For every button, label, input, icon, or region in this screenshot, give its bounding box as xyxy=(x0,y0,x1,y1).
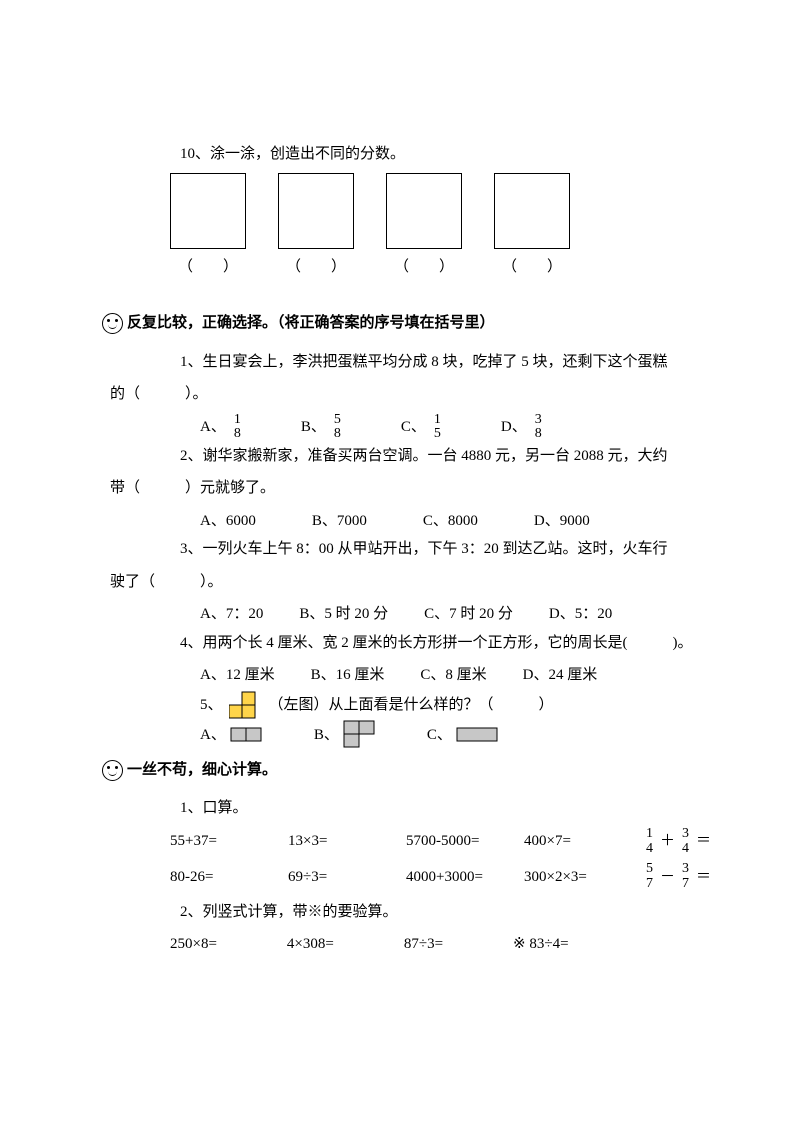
q10-blank-1: （ ） xyxy=(170,253,246,282)
a-q4-opt-a: A、12 厘米 xyxy=(200,661,275,690)
a-q5-options: A、 B、 C、 xyxy=(200,720,703,750)
eq: ＝ xyxy=(696,863,711,892)
opt-label: D、 xyxy=(501,413,527,442)
eq: ＝ xyxy=(696,827,711,856)
a-q4-opt-d: D、24 厘米 xyxy=(523,661,598,690)
a-q5-opt-a: A、 xyxy=(200,721,264,750)
a-q3-opt-b: B、5 时 20 分 xyxy=(299,600,388,629)
calc-item: 80-26= xyxy=(170,863,248,892)
opt-label: A、 xyxy=(200,413,226,442)
a-q2-options: A、6000 B、7000 C、8000 D、9000 xyxy=(200,507,703,536)
q10-blank-2: （ ） xyxy=(278,253,354,282)
section-b-heading: 一丝不苟，细心计算。 xyxy=(102,756,703,785)
q10-boxes xyxy=(170,173,703,249)
fraction: 58 xyxy=(332,413,343,442)
a-q5-row: 5、 （左图）从上面看是什么样的？（ ） xyxy=(200,690,703,720)
opt-label: A、 xyxy=(200,721,226,750)
fraction: 38 xyxy=(533,413,544,442)
a-q3-opt-c: C、7 时 20 分 xyxy=(424,600,513,629)
b-calc-row2: 80-26= 69÷3= 4000+3000= 300×2×3= 57 － 37… xyxy=(170,862,703,891)
vc-item: 250×8= xyxy=(170,930,217,959)
a-q1-opt-d: D、 38 xyxy=(501,413,546,442)
b-t1: 1、口算。 xyxy=(180,794,703,823)
b-vc-row: 250×8= 4×308= 87÷3= ※ 83÷4= xyxy=(170,930,703,959)
a-q3-line2: 驶了（ ）。 xyxy=(110,568,703,597)
fraction: 14 xyxy=(644,827,655,856)
a-q5-num: 5、 xyxy=(200,691,223,720)
a-q5-text: （左图）从上面看是什么样的？（ ） xyxy=(269,691,554,720)
a-q1-opt-b: B、 58 xyxy=(301,413,345,442)
a-q4-line1: 4、用两个长 4 厘米、宽 2 厘米的长方形拼一个正方形，它的周长是( )。 xyxy=(180,629,703,658)
fraction: 15 xyxy=(432,413,443,442)
fraction: 57 xyxy=(644,862,655,891)
section-a-heading: 反复比较，正确选择。（将正确答案的序号填在括号里） xyxy=(102,309,703,338)
b-t2: 2、列竖式计算，带※的要验算。 xyxy=(180,898,703,927)
section-b-title: 一丝不苟，细心计算。 xyxy=(127,756,277,785)
smiley-icon xyxy=(102,313,123,334)
vc-item: ※ 83÷4= xyxy=(513,930,569,959)
q10-box-4 xyxy=(494,173,570,249)
op: － xyxy=(660,863,675,892)
a-q2-opt-b: B、7000 xyxy=(312,507,367,536)
calc-item: 55+37= xyxy=(170,827,248,856)
a-q5-opt-b: B、 xyxy=(314,720,377,750)
a-q2-opt-c: C、8000 xyxy=(423,507,478,536)
fraction: 37 xyxy=(680,862,691,891)
q10-blank-3: （ ） xyxy=(386,253,462,282)
vc-item: 4×308= xyxy=(287,930,334,959)
a-q3-opt-d: D、5：20 xyxy=(549,600,612,629)
q10-box-1 xyxy=(170,173,246,249)
a-q5-opt-c: C、 xyxy=(427,721,500,750)
calc-item: 5700-5000= xyxy=(406,827,484,856)
a-q1-line2: 的（ ）。 xyxy=(110,380,703,409)
opt-label: B、 xyxy=(301,413,326,442)
a-q1-options: A、 18 B、 58 C、 15 D、 38 xyxy=(200,413,703,442)
a-q4-opt-c: C、8 厘米 xyxy=(420,661,486,690)
a-q1-line1: 1、生日宴会上，李洪把蛋糕平均分成 8 块，吃掉了 5 块，还剩下这个蛋糕 xyxy=(180,348,703,377)
a-q3-opt-a: A、7：20 xyxy=(200,600,263,629)
a-q1-opt-c: C、 15 xyxy=(401,413,445,442)
option-c-shape-icon xyxy=(456,727,500,743)
calc-item: 13×3= xyxy=(288,827,366,856)
a-q1-opt-a: A、 18 xyxy=(200,413,245,442)
calc-item-frac: 14 ＋ 34 ＝ xyxy=(642,827,720,856)
a-q3-line1: 3、一列火车上午 8：00 从甲站开出，下午 3：20 到达乙站。这时，火车行 xyxy=(180,535,703,564)
vc-item: 87÷3= xyxy=(404,930,443,959)
a-q2-opt-d: D、9000 xyxy=(534,507,590,536)
a-q2-line2: 带（ ）元就够了。 xyxy=(110,474,703,503)
fraction: 18 xyxy=(232,413,243,442)
opt-label: C、 xyxy=(427,721,452,750)
page: 10、涂一涂，创造出不同的分数。 （ ） （ ） （ ） （ ） 反复比较，正确… xyxy=(0,0,793,999)
calc-item: 69÷3= xyxy=(288,863,366,892)
option-b-shape-icon xyxy=(343,720,377,750)
q10-box-3 xyxy=(386,173,462,249)
fraction: 34 xyxy=(680,827,691,856)
calc-item-frac: 57 － 37 ＝ xyxy=(642,862,720,891)
a-q3-options: A、7：20 B、5 时 20 分 C、7 时 20 分 D、5：20 xyxy=(200,600,703,629)
section-a-title: 反复比较，正确选择。（将正确答案的序号填在括号里） xyxy=(127,309,495,338)
a-q2-opt-a: A、6000 xyxy=(200,507,256,536)
q10-title: 10、涂一涂，创造出不同的分数。 xyxy=(180,140,703,169)
calc-item: 4000+3000= xyxy=(406,863,484,892)
a-q4-options: A、12 厘米 B、16 厘米 C、8 厘米 D、24 厘米 xyxy=(200,661,703,690)
opt-label: B、 xyxy=(314,721,339,750)
op: ＋ xyxy=(660,827,675,856)
q10-box-2 xyxy=(278,173,354,249)
calc-item: 400×7= xyxy=(524,827,602,856)
b-calc-row1: 55+37= 13×3= 5700-5000= 400×7= 14 ＋ 34 ＝ xyxy=(170,827,703,856)
cube-shape-icon xyxy=(229,690,263,720)
a-q2-line1: 2、谢华家搬新家，准备买两台空调。一台 4880 元，另一台 2088 元，大约 xyxy=(180,442,703,471)
a-q4-opt-b: B、16 厘米 xyxy=(311,661,385,690)
opt-label: C、 xyxy=(401,413,426,442)
option-a-shape-icon xyxy=(230,727,264,743)
smiley-icon xyxy=(102,760,123,781)
q10-blank-4: （ ） xyxy=(494,253,570,282)
q10-labels: （ ） （ ） （ ） （ ） xyxy=(170,253,703,282)
calc-item: 300×2×3= xyxy=(524,863,602,892)
